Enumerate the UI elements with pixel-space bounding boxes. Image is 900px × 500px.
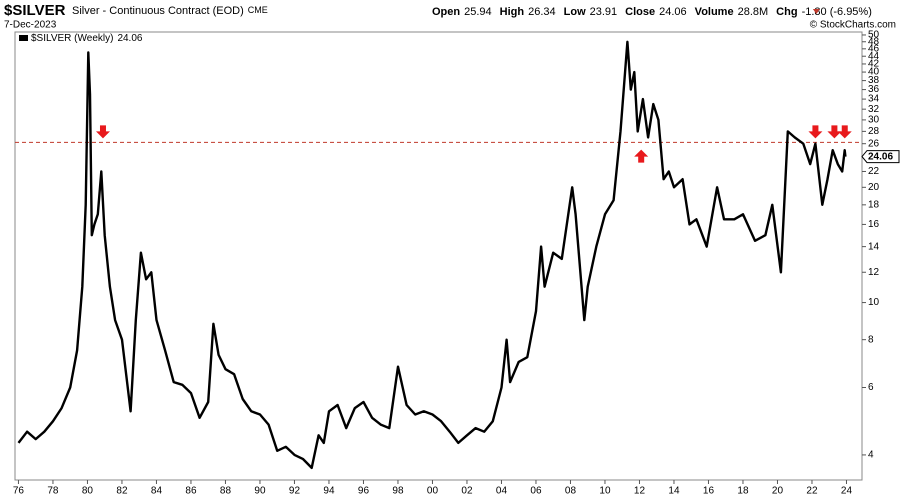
down-arrow bbox=[827, 125, 842, 139]
y-tick-label: 12 bbox=[868, 267, 880, 278]
up-arrow bbox=[634, 149, 649, 163]
x-tick-label: 00 bbox=[427, 486, 439, 497]
x-tick-label: 78 bbox=[47, 486, 59, 497]
x-tick-label: 98 bbox=[392, 486, 404, 497]
y-tick-label: 32 bbox=[868, 104, 880, 115]
quote: Open 25.94 High 26.34 Low 23.91 Close 24.06 Volu… bbox=[432, 6, 872, 18]
subtitle: Silver - Continuous Contract (EOD) CME bbox=[72, 5, 268, 17]
quote-label: Open bbox=[432, 6, 460, 18]
x-tick-label: 86 bbox=[185, 486, 197, 497]
quote-label: High bbox=[500, 6, 525, 18]
y-tick-label: 22 bbox=[868, 166, 880, 177]
y-tick-label: 30 bbox=[868, 115, 880, 126]
change-icon bbox=[812, 9, 820, 14]
quote-value: 25.94 bbox=[464, 6, 492, 18]
y-tick-label: 50 bbox=[868, 30, 880, 41]
y-tick-label: 26 bbox=[868, 138, 880, 149]
y-tick-label: 8 bbox=[868, 334, 874, 345]
quote-value: 23.91 bbox=[590, 6, 618, 18]
x-tick-label: 10 bbox=[599, 486, 611, 497]
y-tick-label: 36 bbox=[868, 84, 880, 95]
y-tick-label: 14 bbox=[868, 241, 880, 252]
quote-value: 26.34 bbox=[528, 6, 556, 18]
x-tick-label: 14 bbox=[668, 486, 680, 497]
y-tick-label: 16 bbox=[868, 219, 880, 230]
x-tick-label: 92 bbox=[289, 486, 301, 497]
price-line bbox=[17, 40, 847, 470]
x-tick-label: 94 bbox=[323, 486, 335, 497]
subtitle-text: Silver - Continuous Contract (EOD) bbox=[72, 5, 244, 17]
y-tick-label: 18 bbox=[868, 199, 880, 210]
exchange: CME bbox=[248, 5, 268, 15]
chart-title: $SILVER bbox=[4, 2, 66, 19]
y-tick-label: 4 bbox=[868, 450, 874, 461]
y-tick-label: 10 bbox=[868, 297, 880, 308]
x-tick-label: 80 bbox=[82, 486, 94, 497]
legend: $SILVER (Weekly) 24.06 bbox=[31, 33, 143, 44]
y-tick-label: 38 bbox=[868, 75, 880, 86]
x-tick-label: 20 bbox=[772, 486, 784, 497]
legend-value: 24.06 bbox=[117, 33, 142, 44]
x-tick-label: 08 bbox=[565, 486, 577, 497]
y-tick-label: 6 bbox=[868, 382, 874, 393]
x-tick-label: 06 bbox=[530, 486, 542, 497]
date: 7-Dec-2023 bbox=[4, 20, 57, 31]
quote-value: 28.8M bbox=[738, 6, 769, 18]
legend-name: $SILVER (Weekly) bbox=[31, 33, 113, 44]
y-tick-label: 42 bbox=[868, 59, 880, 70]
x-tick-label: 90 bbox=[254, 486, 266, 497]
x-tick-label: 18 bbox=[737, 486, 749, 497]
quote-value: -1.80 (-6.95%) bbox=[802, 6, 872, 18]
y-tick-label: 34 bbox=[868, 94, 880, 105]
y-tick-label: 20 bbox=[868, 182, 880, 193]
legend-swatch bbox=[19, 35, 28, 41]
quote-label: Chg bbox=[776, 6, 797, 18]
price-tag bbox=[861, 150, 900, 164]
x-tick-label: 12 bbox=[634, 486, 646, 497]
x-tick-label: 02 bbox=[461, 486, 473, 497]
x-tick-label: 96 bbox=[358, 486, 370, 497]
price-tag-label: 24.06 bbox=[868, 152, 893, 163]
quote-value: 24.06 bbox=[659, 6, 687, 18]
x-tick-label: 22 bbox=[806, 486, 818, 497]
quote-label: Volume bbox=[695, 6, 734, 18]
down-arrow bbox=[808, 125, 823, 139]
down-arrow bbox=[95, 125, 110, 139]
down-arrow bbox=[837, 125, 852, 139]
x-tick-label: 88 bbox=[220, 486, 232, 497]
quote-label: Low bbox=[564, 6, 586, 18]
x-tick-label: 04 bbox=[496, 486, 508, 497]
y-tick-label: 44 bbox=[868, 51, 880, 62]
y-tick-label: 46 bbox=[868, 43, 880, 54]
plot-frame bbox=[14, 31, 863, 481]
x-tick-label: 84 bbox=[151, 486, 163, 497]
x-tick-label: 76 bbox=[13, 486, 25, 497]
credit: © StockCharts.com bbox=[810, 20, 896, 31]
x-tick-label: 24 bbox=[841, 486, 853, 497]
y-tick-label: 40 bbox=[868, 67, 880, 78]
quote-label: Close bbox=[625, 6, 655, 18]
y-tick-label: 48 bbox=[868, 36, 880, 47]
y-tick-label: 28 bbox=[868, 126, 880, 137]
x-tick-label: 16 bbox=[703, 486, 715, 497]
x-tick-label: 82 bbox=[116, 486, 128, 497]
